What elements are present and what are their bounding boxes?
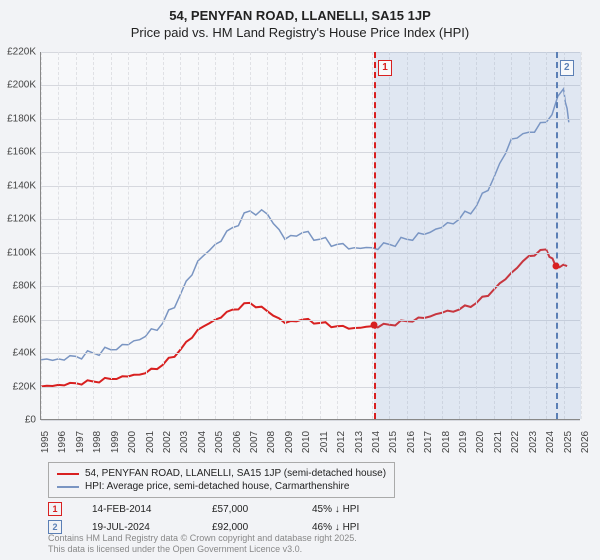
y-tick-label: £220K xyxy=(7,47,36,58)
gridline-v xyxy=(198,52,199,419)
x-tick-label: 2014 xyxy=(371,431,382,453)
y-tick-label: £200K xyxy=(7,80,36,91)
x-tick-label: 2020 xyxy=(475,431,486,453)
chart-title-main: 54, PENYFAN ROAD, LLANELLI, SA15 1JP xyxy=(0,8,600,23)
gridline-v xyxy=(337,52,338,419)
x-tick-label: 2010 xyxy=(301,431,312,453)
x-tick-label: 2007 xyxy=(249,431,260,453)
gridline-v xyxy=(215,52,216,419)
x-tick-label: 2023 xyxy=(528,431,539,453)
gridline-v xyxy=(233,52,234,419)
gridline-v xyxy=(76,52,77,419)
gridline-v xyxy=(355,52,356,419)
x-tick-label: 1995 xyxy=(40,431,51,453)
gridline-v xyxy=(250,52,251,419)
x-tick-label: 1999 xyxy=(110,431,121,453)
gridline-h xyxy=(41,420,580,421)
event-row: 1 14-FEB-2014 £57,000 45% ↓ HPI xyxy=(48,500,402,518)
legend-item: 54, PENYFAN ROAD, LLANELLI, SA15 1JP (se… xyxy=(57,467,386,480)
y-tick-label: £180K xyxy=(7,113,36,124)
legend-label: 54, PENYFAN ROAD, LLANELLI, SA15 1JP (se… xyxy=(85,468,386,479)
chart-title-sub: Price paid vs. HM Land Registry's House … xyxy=(0,25,600,40)
attribution-line1: Contains HM Land Registry data © Crown c… xyxy=(48,533,357,545)
gridline-v xyxy=(93,52,94,419)
x-tick-label: 2005 xyxy=(214,431,225,453)
x-tick-label: 2000 xyxy=(127,431,138,453)
event-pct: 46% ↓ HPI xyxy=(312,522,402,533)
data-marker xyxy=(371,321,378,328)
x-tick-label: 2009 xyxy=(284,431,295,453)
x-tick-label: 2011 xyxy=(319,431,330,453)
attribution-line2: This data is licensed under the Open Gov… xyxy=(48,544,357,556)
y-tick-label: £140K xyxy=(7,180,36,191)
x-tick-label: 2016 xyxy=(406,431,417,453)
shaded-region xyxy=(374,52,581,419)
gridline-v xyxy=(128,52,129,419)
legend-swatch xyxy=(57,486,79,488)
x-tick-label: 2021 xyxy=(493,431,504,453)
gridline-v xyxy=(372,52,373,419)
x-tick-label: 2025 xyxy=(563,431,574,453)
y-tick-label: £0 xyxy=(25,415,36,426)
y-axis-labels: £0£20K£40K£60K£80K£100K£120K£140K£160K£1… xyxy=(2,52,38,420)
event-date: 19-JUL-2024 xyxy=(92,522,182,533)
y-tick-label: £40K xyxy=(13,348,36,359)
x-tick-label: 2004 xyxy=(197,431,208,453)
chart-title-block: 54, PENYFAN ROAD, LLANELLI, SA15 1JP Pri… xyxy=(0,0,600,40)
x-tick-label: 2013 xyxy=(354,431,365,453)
x-tick-label: 2024 xyxy=(545,431,556,453)
gridline-v xyxy=(267,52,268,419)
data-marker xyxy=(552,263,559,270)
y-tick-label: £160K xyxy=(7,147,36,158)
y-tick-label: £60K xyxy=(13,314,36,325)
x-tick-label: 2019 xyxy=(458,431,469,453)
x-tick-label: 2015 xyxy=(388,431,399,453)
gridline-v xyxy=(111,52,112,419)
event-badge: 1 xyxy=(48,502,62,516)
legend: 54, PENYFAN ROAD, LLANELLI, SA15 1JP (se… xyxy=(48,462,395,498)
chart-area: £0£20K£40K£60K£80K£100K£120K£140K£160K£1… xyxy=(40,52,580,420)
gridline-v xyxy=(285,52,286,419)
y-tick-label: £100K xyxy=(7,247,36,258)
x-tick-label: 2002 xyxy=(162,431,173,453)
gridline-v xyxy=(302,52,303,419)
x-axis-labels: 1995 1996 1997 1998 1999 2000 2001 2002 2003 2004… xyxy=(40,424,580,464)
legend-item: HPI: Average price, semi-detached house,… xyxy=(57,480,386,493)
reference-line xyxy=(374,52,376,419)
reference-line xyxy=(556,52,558,419)
event-date: 14-FEB-2014 xyxy=(92,504,182,515)
x-tick-label: 2006 xyxy=(232,431,243,453)
event-price: £92,000 xyxy=(212,522,282,533)
x-tick-label: 2012 xyxy=(336,431,347,453)
attribution: Contains HM Land Registry data © Crown c… xyxy=(48,533,357,556)
y-tick-label: £80K xyxy=(13,281,36,292)
gridline-v xyxy=(41,52,42,419)
x-tick-label: 2022 xyxy=(510,431,521,453)
reference-badge: 2 xyxy=(560,60,574,76)
x-tick-label: 2017 xyxy=(423,431,434,453)
gridline-v xyxy=(180,52,181,419)
gridline-v xyxy=(320,52,321,419)
y-tick-label: £20K xyxy=(13,381,36,392)
event-pct: 45% ↓ HPI xyxy=(312,504,402,515)
event-table: 114-FEB-2014£57,00045% ↓ HPI219-JUL-2024… xyxy=(48,500,402,536)
x-tick-label: 2001 xyxy=(145,431,156,453)
gridline-v xyxy=(146,52,147,419)
legend-label: HPI: Average price, semi-detached house,… xyxy=(85,481,349,492)
gridline-v xyxy=(58,52,59,419)
x-tick-label: 2008 xyxy=(266,431,277,453)
x-tick-label: 2003 xyxy=(179,431,190,453)
reference-badge: 1 xyxy=(378,60,392,76)
y-tick-label: £120K xyxy=(7,214,36,225)
plot-region: 12 xyxy=(40,52,580,420)
legend-swatch xyxy=(57,473,79,475)
x-tick-label: 1997 xyxy=(75,431,86,453)
x-tick-label: 1998 xyxy=(92,431,103,453)
gridline-v xyxy=(163,52,164,419)
gridline-v xyxy=(581,52,582,419)
x-tick-label: 2026 xyxy=(580,431,591,453)
x-tick-label: 2018 xyxy=(441,431,452,453)
event-price: £57,000 xyxy=(212,504,282,515)
x-tick-label: 1996 xyxy=(57,431,68,453)
